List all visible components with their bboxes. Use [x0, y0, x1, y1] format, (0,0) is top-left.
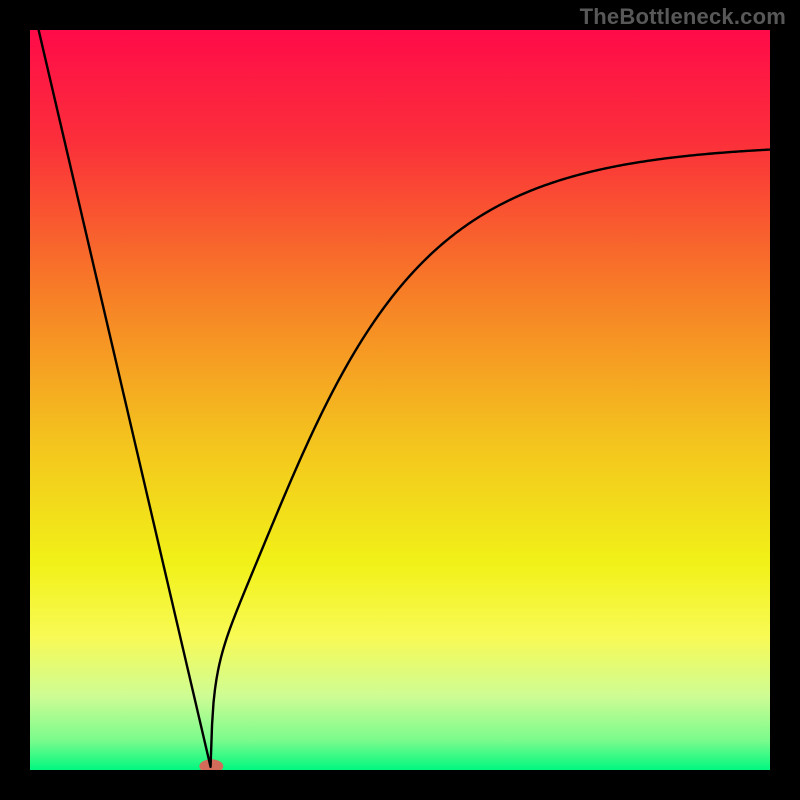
plot-gradient-background	[30, 30, 770, 770]
watermark-text: TheBottleneck.com	[580, 4, 786, 30]
chart-svg	[0, 0, 800, 800]
